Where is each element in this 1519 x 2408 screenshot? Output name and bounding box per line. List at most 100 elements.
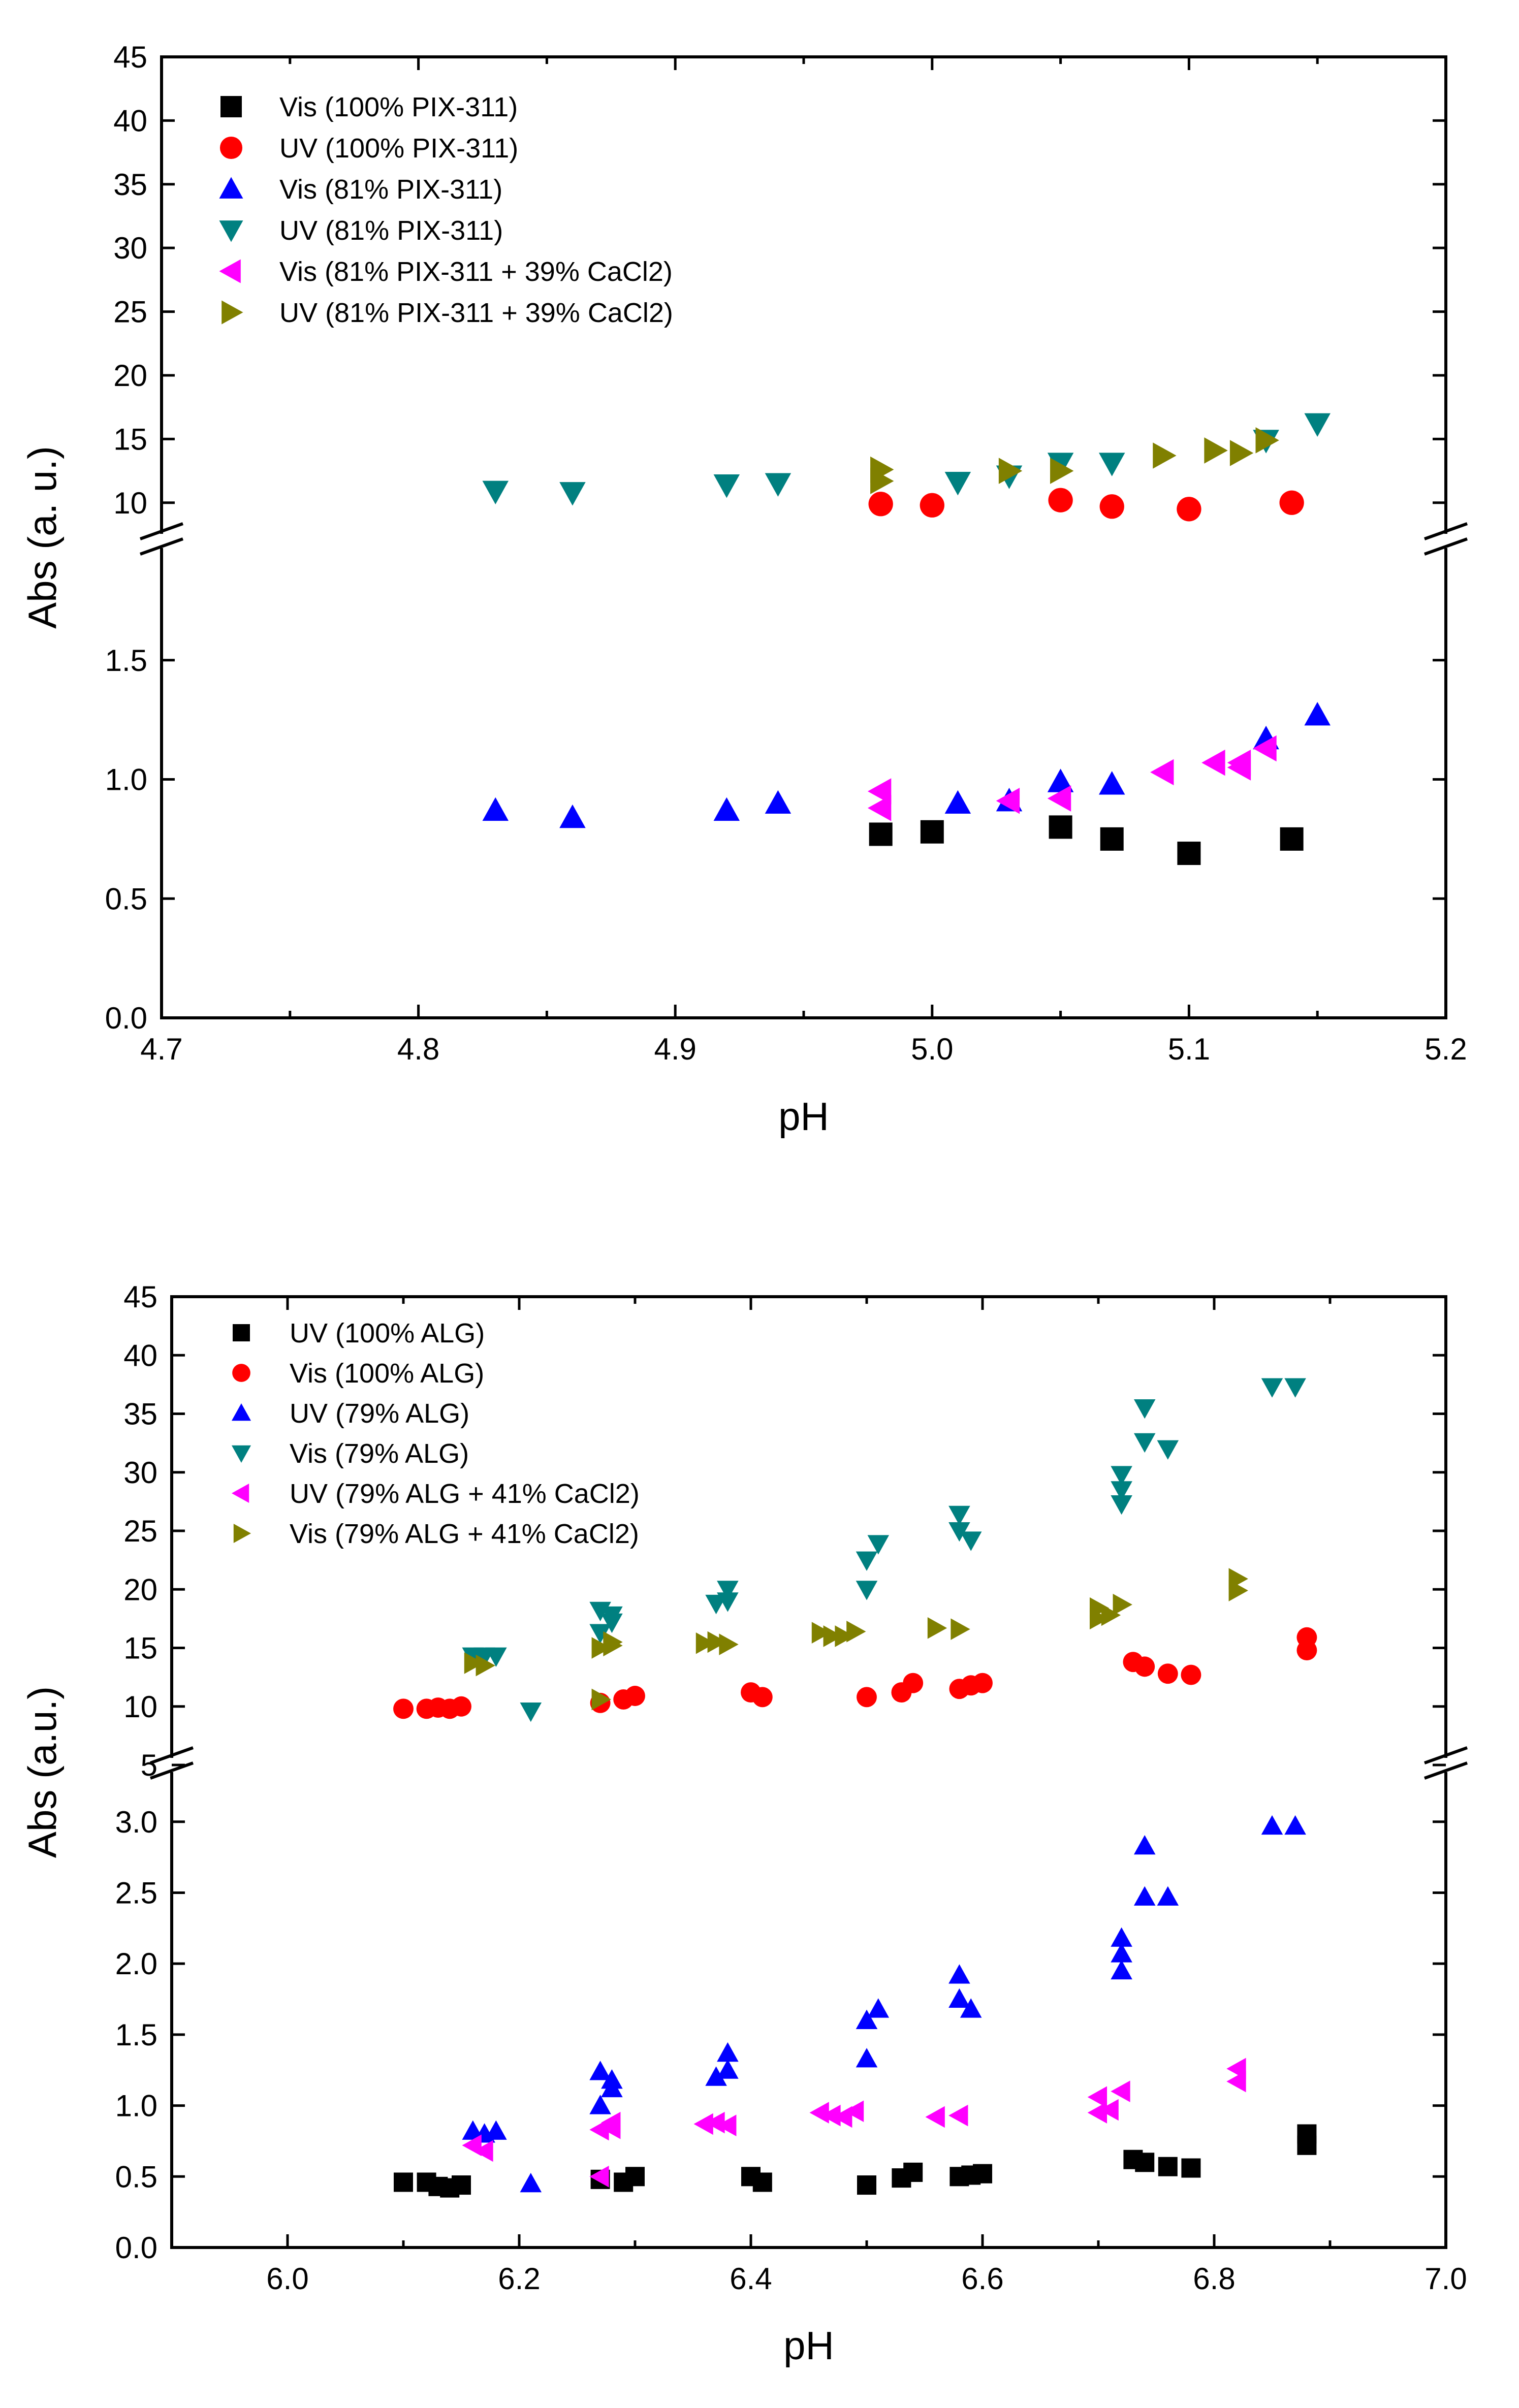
x-tick-label: 6.2 [498, 2262, 540, 2296]
data-point-triangle-left [1226, 2058, 1246, 2080]
legend-marker-circle [232, 1364, 250, 1382]
data-point-triangle-down [960, 1531, 982, 1551]
legend-marker-square [220, 96, 242, 117]
data-point-triangle-down [948, 1505, 970, 1526]
data-point-circle [1099, 494, 1124, 519]
data-point-triangle-up [705, 2066, 727, 2086]
legend-marker-triangle-up [231, 1403, 251, 1421]
data-point-triangle-right [927, 1617, 947, 1639]
data-point-triangle-up [1261, 1815, 1283, 1835]
data-point-triangle-right [846, 1620, 866, 1643]
data-point-triangle-down [559, 482, 586, 506]
data-point-triangle-down [1157, 1440, 1179, 1460]
data-point-square [1158, 2157, 1178, 2176]
data-point-triangle-left [1047, 785, 1071, 812]
chart-pix-311: 4.7 4.8 4.9 5.0 5.1 5.2 10 15 20 25 30 35 40 45 0.0 0.5… [20, 40, 1468, 1139]
data-point-triangle-up [589, 2095, 611, 2114]
data-point-triangle-up [1133, 1886, 1156, 1906]
legend-marker-triangle-down [231, 1445, 251, 1463]
y-tick-label-lower: 1.0 [105, 763, 147, 797]
data-point-triangle-down [1304, 413, 1331, 437]
data-point-circle [1296, 1627, 1317, 1648]
data-point-square [857, 2175, 876, 2195]
data-point-circle [752, 1687, 773, 1708]
data-point-circle [393, 1698, 414, 1719]
legend-label: Vis (81% PIX-311 + 39% CaCl2) [279, 256, 673, 287]
data-point-square [920, 820, 944, 844]
data-point-triangle-down [948, 1522, 970, 1542]
data-point-triangle-left [1087, 2102, 1107, 2124]
x-tick-label: 6.0 [266, 2262, 308, 2296]
data-point-triangle-up [482, 797, 509, 821]
data-point-triangle-down [1284, 1378, 1306, 1398]
y-tick-label-upper: 20 [123, 1572, 157, 1607]
data-point-circle [868, 492, 893, 517]
data-point-triangle-right [870, 468, 894, 494]
data-point-triangle-down [601, 1613, 623, 1633]
data-point-triangle-down [717, 1592, 739, 1612]
y-tick-label-upper: 25 [113, 295, 147, 329]
legend-label: UV (81% PIX-311 + 39% CaCl2) [279, 298, 673, 328]
x-tick-label: 6.6 [961, 2262, 1003, 2296]
y-tick-label-upper: 40 [123, 1338, 157, 1372]
x-tick-label: 4.7 [140, 1032, 182, 1066]
data-point-circle [1048, 488, 1073, 512]
data-point-triangle-right [464, 1652, 484, 1674]
data-point-triangle-up [1111, 1960, 1132, 1980]
legend-label: UV (100% PIX-311) [279, 133, 518, 164]
data-point-triangle-left [821, 2104, 841, 2127]
data-point-triangle-down [1111, 1481, 1132, 1501]
data-point-circle [1181, 1664, 1201, 1685]
data-point-triangle-up [1284, 1815, 1306, 1835]
data-point-triangle-left [589, 2118, 609, 2141]
legend-marker-triangle-right [221, 300, 243, 325]
data-point-triangle-up [713, 797, 740, 821]
data-point-circle [1279, 490, 1304, 515]
legend-marker-triangle-left [231, 1483, 249, 1503]
data-point-triangle-left [1253, 735, 1277, 762]
data-point-triangle-right [1229, 440, 1254, 466]
data-point-triangle-down [1133, 1433, 1156, 1453]
legend-label: Vis (79% ALG + 41% CaCl2) [290, 1519, 639, 1549]
y-tick-label-lower: 0.5 [105, 882, 147, 916]
data-point-triangle-right [823, 1625, 843, 1647]
legend-label: Vis (100% PIX-311) [279, 92, 518, 122]
y-tick-label-upper: 15 [123, 1631, 157, 1665]
data-point-triangle-right [603, 1634, 623, 1657]
data-point-square [973, 2164, 992, 2184]
data-point-triangle-up [485, 2120, 507, 2140]
data-point-triangle-left [1111, 2080, 1130, 2102]
data-point-triangle-left [1099, 2099, 1119, 2121]
data-point-triangle-right [811, 1622, 832, 1644]
data-point-triangle-down [856, 1551, 878, 1571]
data-point-triangle-down [1133, 1399, 1156, 1419]
data-point-circle [1134, 1656, 1155, 1677]
data-point-triangle-down [485, 1647, 507, 1667]
data-point-triangle-down [856, 1581, 878, 1600]
axis-break-left-top [139, 522, 184, 540]
data-point-square [1177, 842, 1201, 865]
data-point-triangle-right [1153, 442, 1177, 469]
data-point-square [869, 822, 893, 846]
x-axis-title: pH [783, 2323, 834, 2368]
data-point-triangle-down [482, 480, 509, 504]
data-point-triangle-left [867, 778, 892, 805]
legend-label: Vis (81% PIX-311) [279, 174, 502, 205]
y-tick-label-lower: 1.5 [105, 644, 147, 678]
data-point-square [452, 2175, 471, 2195]
legend-label: UV (79% ALG) [290, 1398, 469, 1429]
data-point-triangle-right [835, 1625, 855, 1647]
data-point-triangle-left [693, 2113, 713, 2135]
data-point-triangle-right [591, 1688, 611, 1711]
chart-alg: 6.0 6.2 6.4 6.6 6.8 7.0 5 10 15 20 25 30 35 40 45 0.0 0.… [20, 1280, 1468, 2368]
axis-break-left-top [149, 1746, 194, 1764]
x-tick-label: 6.8 [1193, 2262, 1235, 2296]
data-point-triangle-down [867, 1535, 890, 1555]
legend-label: UV (79% ALG + 41% CaCl2) [290, 1479, 640, 1509]
data-point-triangle-up [559, 804, 586, 828]
axis-break-right-top [1423, 522, 1468, 540]
data-point-triangle-left [996, 787, 1020, 814]
data-point-triangle-up [589, 2061, 611, 2080]
data-point-triangle-right [695, 1632, 716, 1654]
legend-label: Vis (79% ALG) [290, 1438, 469, 1469]
